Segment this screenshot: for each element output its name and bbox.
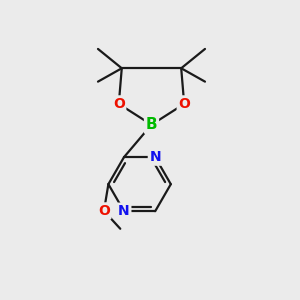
Text: O: O bbox=[113, 97, 125, 111]
Text: N: N bbox=[149, 150, 161, 164]
Text: O: O bbox=[98, 204, 110, 218]
Text: N: N bbox=[118, 204, 130, 218]
Text: B: B bbox=[146, 117, 157, 132]
Text: O: O bbox=[178, 97, 190, 111]
